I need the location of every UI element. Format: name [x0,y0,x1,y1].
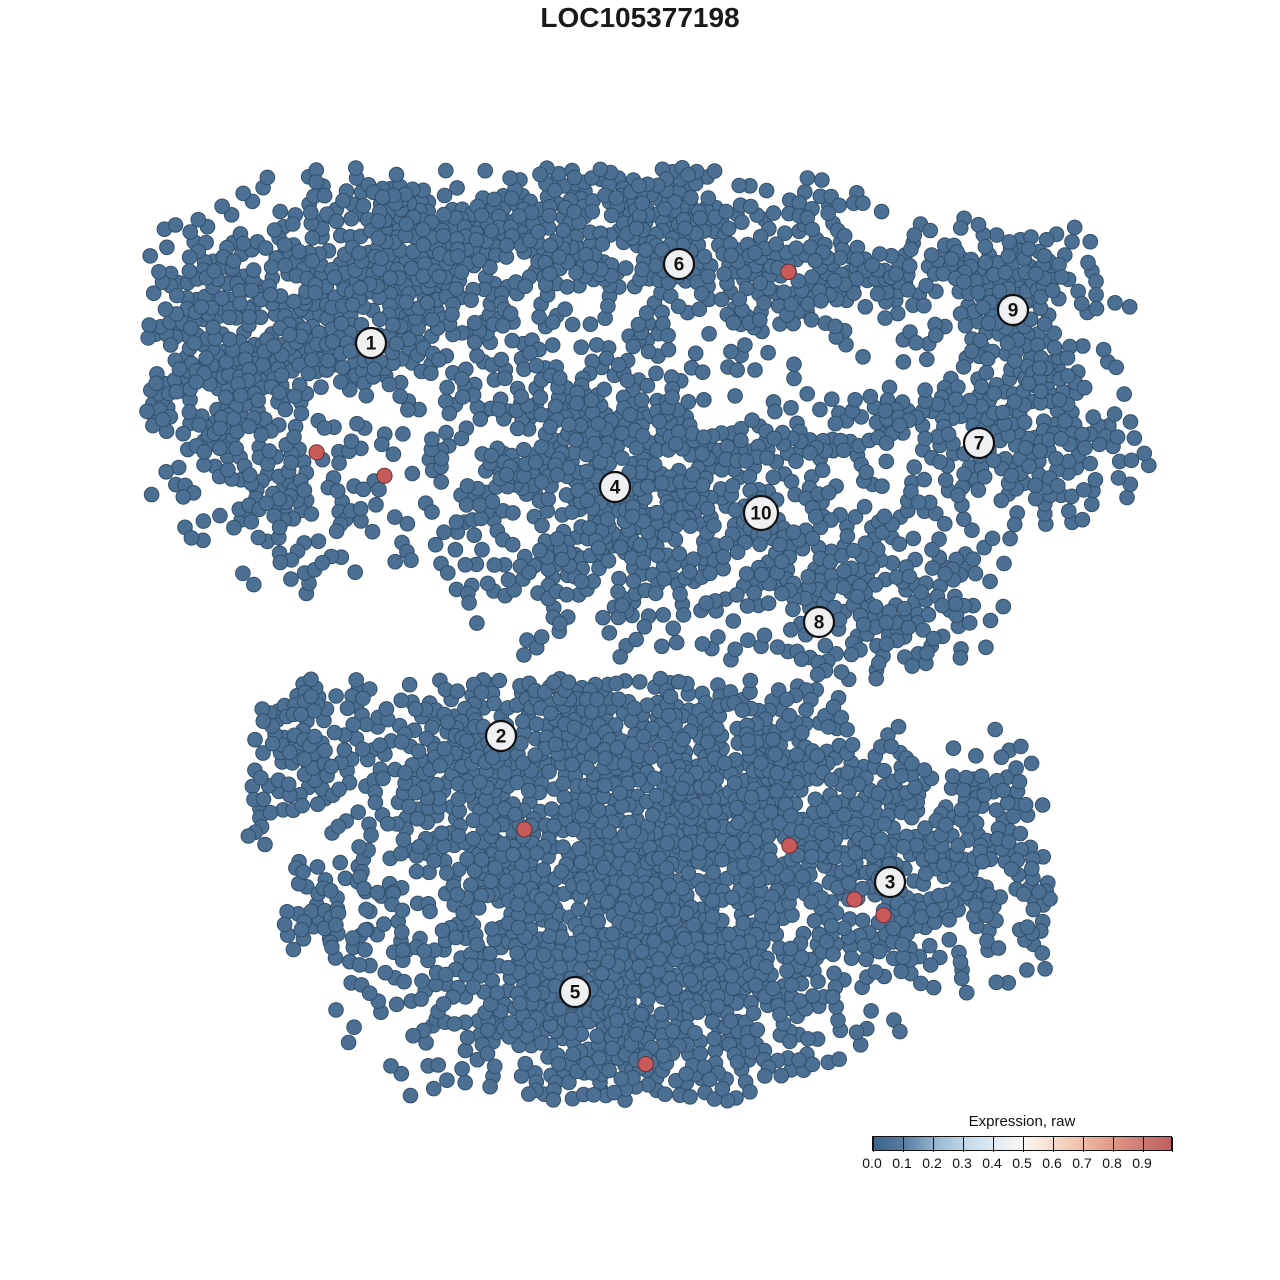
svg-text:6: 6 [674,255,685,276]
svg-text:8: 8 [814,613,825,634]
svg-text:2: 2 [496,727,507,748]
svg-text:1: 1 [366,334,377,355]
svg-text:3: 3 [885,873,896,894]
svg-text:4: 4 [610,478,621,499]
svg-text:7: 7 [974,434,985,455]
svg-text:5: 5 [570,983,581,1004]
svg-text:10: 10 [750,504,771,525]
svg-text:9: 9 [1008,301,1019,322]
